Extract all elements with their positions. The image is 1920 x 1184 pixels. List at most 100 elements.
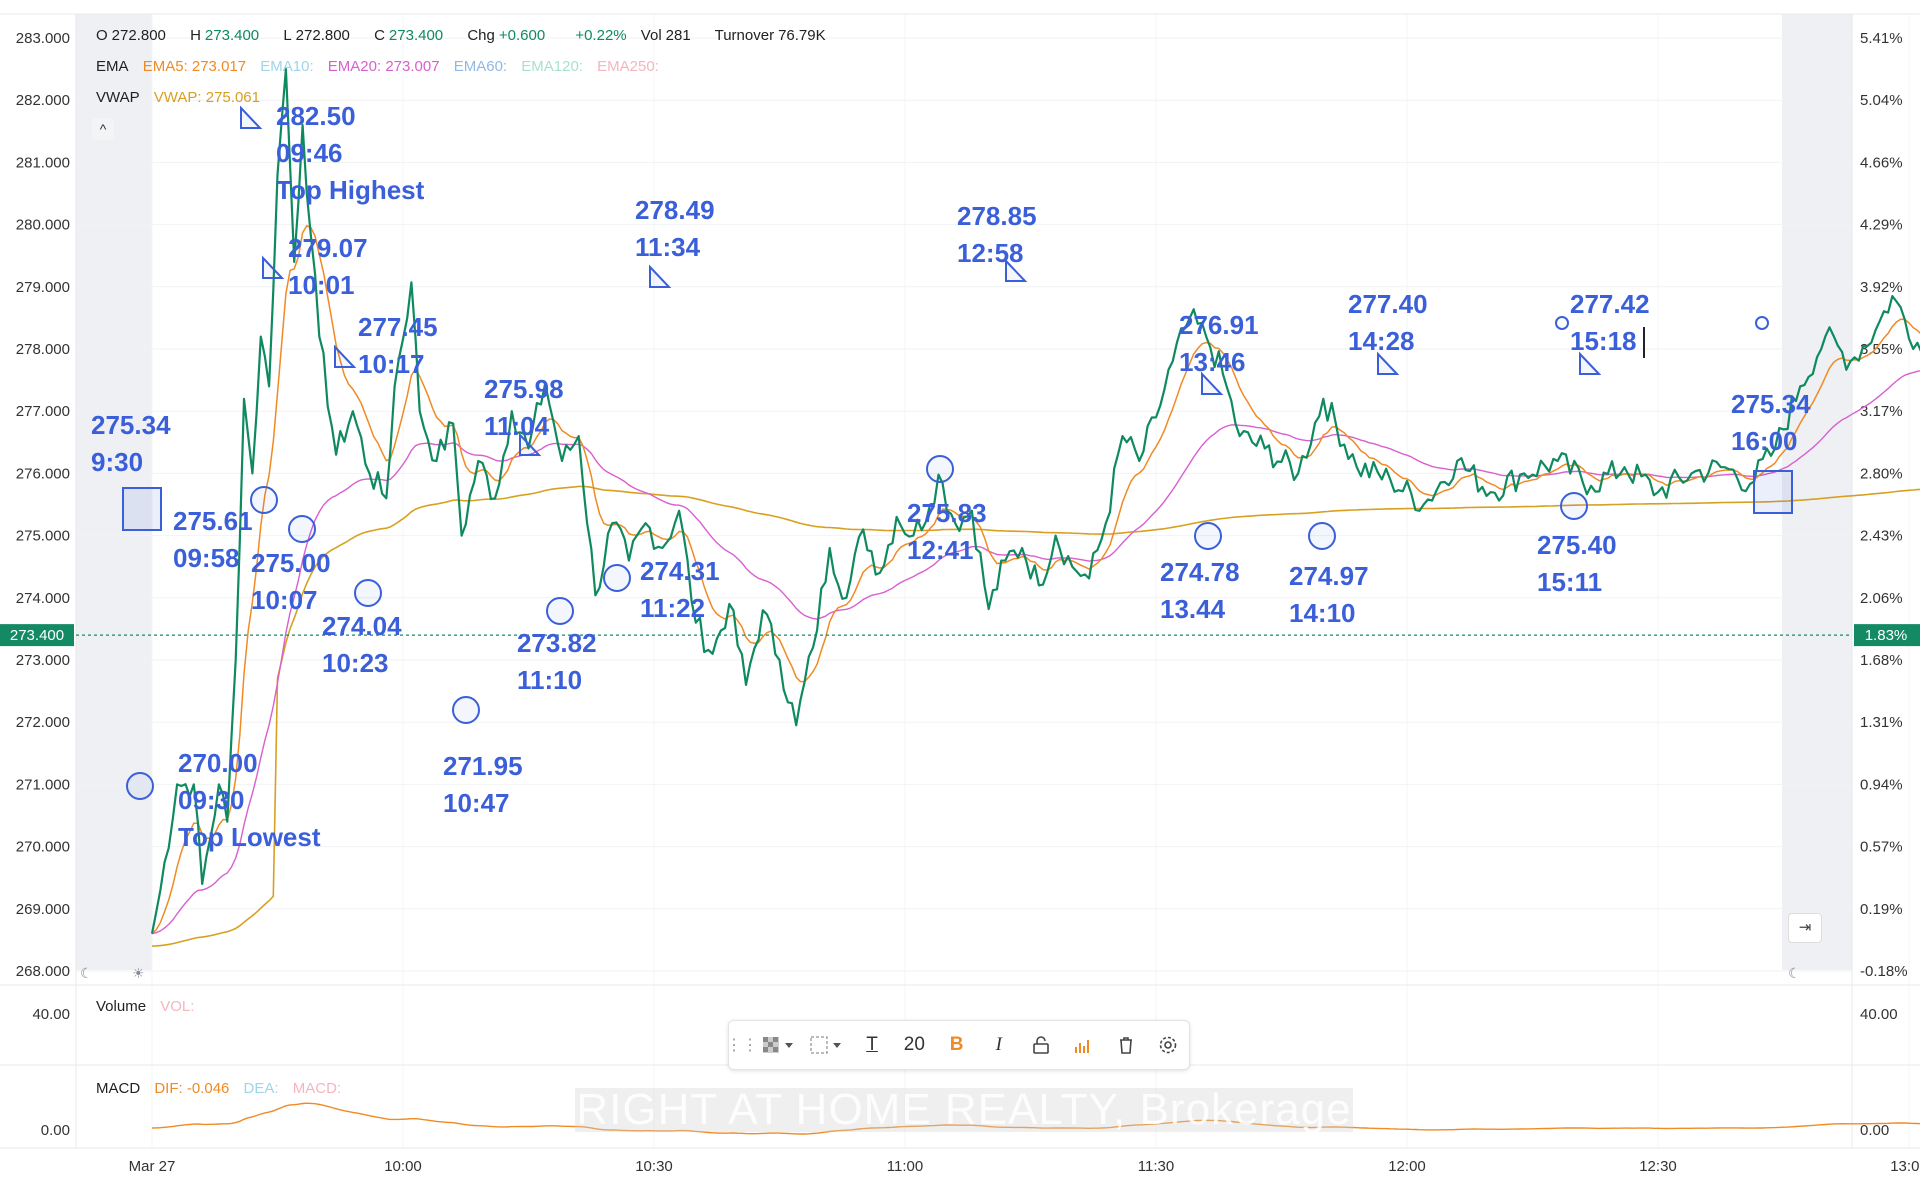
time-tick-label: 11:00: [887, 1158, 923, 1175]
annotation-time: 13.44: [1160, 594, 1226, 624]
time-tick-label: 12:30: [1639, 1158, 1677, 1175]
vwap-legend[interactable]: VWAP VWAP: 275.061: [96, 89, 270, 106]
annotation-time: 11:34: [635, 232, 701, 262]
volume-sub-label: VOL:: [160, 998, 195, 1015]
circle-marker[interactable]: [126, 772, 154, 800]
annotation-triangle[interactable]: 277.45 10:17: [334, 312, 438, 379]
indicator-settings-icon[interactable]: [1064, 1025, 1102, 1065]
circle-marker[interactable]: [546, 597, 574, 625]
triangle-marker[interactable]: [1005, 258, 1028, 282]
price-tick-label: 275.000: [16, 528, 70, 545]
annotation-time: 15:18: [1570, 326, 1637, 356]
circle-marker[interactable]: [250, 486, 278, 514]
annotation-triangle[interactable]: 276.91 13:46: [1179, 310, 1259, 395]
circle-marker[interactable]: [452, 696, 480, 724]
annotation-price: 274.04: [322, 611, 402, 641]
annotation-time: 9:30: [91, 447, 143, 477]
annotation-circle[interactable]: 275.00 10:07: [251, 515, 331, 615]
triangle-marker[interactable]: [1579, 351, 1602, 375]
italic-button[interactable]: I: [995, 1034, 1002, 1055]
lock-icon[interactable]: [1022, 1025, 1060, 1065]
ema5-value: EMA5: 273.017: [142, 58, 247, 75]
font-size-value[interactable]: 20: [903, 1034, 925, 1055]
ema-legend[interactable]: EMA EMA5: 273.017 EMA10: EMA20: 273.007 …: [96, 58, 669, 75]
annotation-circle[interactable]: 275.83 12:41: [907, 455, 987, 565]
price-tick-label: 281.000: [16, 154, 70, 171]
ema120-value: EMA120:: [521, 58, 583, 75]
ohlc-legend: O 272.800 H 273.400 L 272.800 C 273.400 Chg +…: [96, 27, 826, 44]
square-marker[interactable]: [122, 487, 162, 531]
volume-value: 281: [665, 27, 691, 44]
annotation-circle[interactable]: 271.95 10:47: [443, 696, 523, 818]
annotation-square[interactable]: 275.34 9:30: [91, 410, 171, 531]
collapse-legend-button[interactable]: ^: [92, 118, 114, 140]
triangle-marker[interactable]: [262, 255, 285, 279]
annotation-circle[interactable]: 274.78 13.44: [1160, 522, 1240, 624]
circle-marker[interactable]: [926, 455, 954, 483]
annotation-circle[interactable]: 274.97 14:10: [1289, 522, 1369, 628]
small-circle-marker[interactable]: [1555, 316, 1569, 330]
annotation-triangle[interactable]: 277.42 15:18: [1570, 289, 1650, 375]
annotation-time: 09:58: [173, 543, 240, 573]
percent-tick-label: 2.06%: [1860, 590, 1903, 607]
annotation-time: 12:41: [907, 535, 974, 565]
annotation-triangle[interactable]: 279.07 10:01: [262, 233, 368, 300]
scroll-to-latest-button[interactable]: ⇥: [1788, 913, 1822, 943]
macd-dea-value: DEA:: [243, 1080, 279, 1097]
ema5-line: [151, 224, 1920, 935]
annotation-square[interactable]: 275.34 16:00: [1731, 389, 1811, 514]
circle-marker[interactable]: [1194, 522, 1222, 550]
circle-marker[interactable]: [354, 579, 382, 607]
annotation-triangle[interactable]: 278.85 12:58: [957, 201, 1037, 282]
annotation-triangle[interactable]: 275.98 11:04: [484, 374, 564, 456]
annotation-circle[interactable]: 275.61 09:58: [173, 486, 278, 573]
annotation-price: 274.31: [640, 556, 720, 586]
annotation-time: 09:30: [178, 785, 245, 815]
triangle-marker[interactable]: [519, 432, 542, 456]
trash-icon[interactable]: [1106, 1025, 1144, 1065]
watermark-text: RIGHT AT HOME REALTY, Brokerage: [575, 1088, 1353, 1132]
percent-tick-label: -0.18%: [1860, 963, 1908, 980]
annotation-circle[interactable]: 274.04 10:23: [322, 579, 402, 678]
circle-marker[interactable]: [1308, 522, 1336, 550]
drag-handle-icon[interactable]: ⋮⋮: [726, 1037, 758, 1054]
annotation-price: 282.50: [276, 101, 356, 131]
annotation-triangle[interactable]: 278.49 11:34: [635, 195, 715, 288]
circle-marker[interactable]: [603, 564, 631, 592]
ema-label: EMA: [96, 58, 129, 75]
annotation-triangle[interactable]: 277.40 14:28: [1348, 289, 1428, 375]
annotation-time: 10:23: [322, 648, 389, 678]
percent-tick-label: 5.04%: [1860, 92, 1903, 109]
annotation-circle[interactable]: 275.40 15:11: [1537, 492, 1617, 597]
macd-tick-right: 0.00: [1860, 1122, 1889, 1139]
annotation-price: 274.97: [1289, 561, 1369, 591]
small-circle-marker[interactable]: [1755, 316, 1769, 330]
ema20-value: EMA20: 273.007: [327, 58, 440, 75]
bold-button[interactable]: B: [949, 1034, 964, 1055]
annotation-price: 278.85: [957, 201, 1037, 231]
triangle-marker[interactable]: [334, 344, 357, 368]
annotation-circle[interactable]: 273.82 11:10: [517, 597, 597, 695]
annotation-triangle[interactable]: 282.50 09:46 Top Highest: [240, 101, 425, 205]
ema60-value: EMA60:: [453, 58, 508, 75]
triangle-marker[interactable]: [1377, 351, 1400, 375]
macd-dif-line: [151, 1102, 1920, 1135]
last-pct-label: 1.83%: [1865, 627, 1908, 644]
close-value: 273.400: [388, 27, 444, 44]
annotation-circle[interactable]: 274.31 11:22: [603, 556, 720, 623]
border-style-icon[interactable]: [805, 1025, 849, 1065]
annotation-circle[interactable]: 270.00 09:30 Top Lowest: [126, 748, 321, 852]
circle-marker[interactable]: [288, 515, 316, 543]
triangle-marker[interactable]: [240, 105, 263, 129]
circle-marker[interactable]: [1560, 492, 1588, 520]
triangle-marker[interactable]: [649, 264, 672, 288]
settings-gear-icon[interactable]: [1149, 1025, 1187, 1065]
annotation-price: 277.42: [1570, 289, 1650, 319]
fill-pattern-icon[interactable]: [757, 1025, 801, 1065]
macd-tick-left: 0.00: [41, 1122, 70, 1139]
square-marker[interactable]: [1753, 470, 1793, 514]
triangle-marker[interactable]: [1201, 371, 1224, 395]
price-tick-label: 268.000: [16, 963, 70, 980]
text-color-icon[interactable]: T: [866, 1034, 878, 1055]
